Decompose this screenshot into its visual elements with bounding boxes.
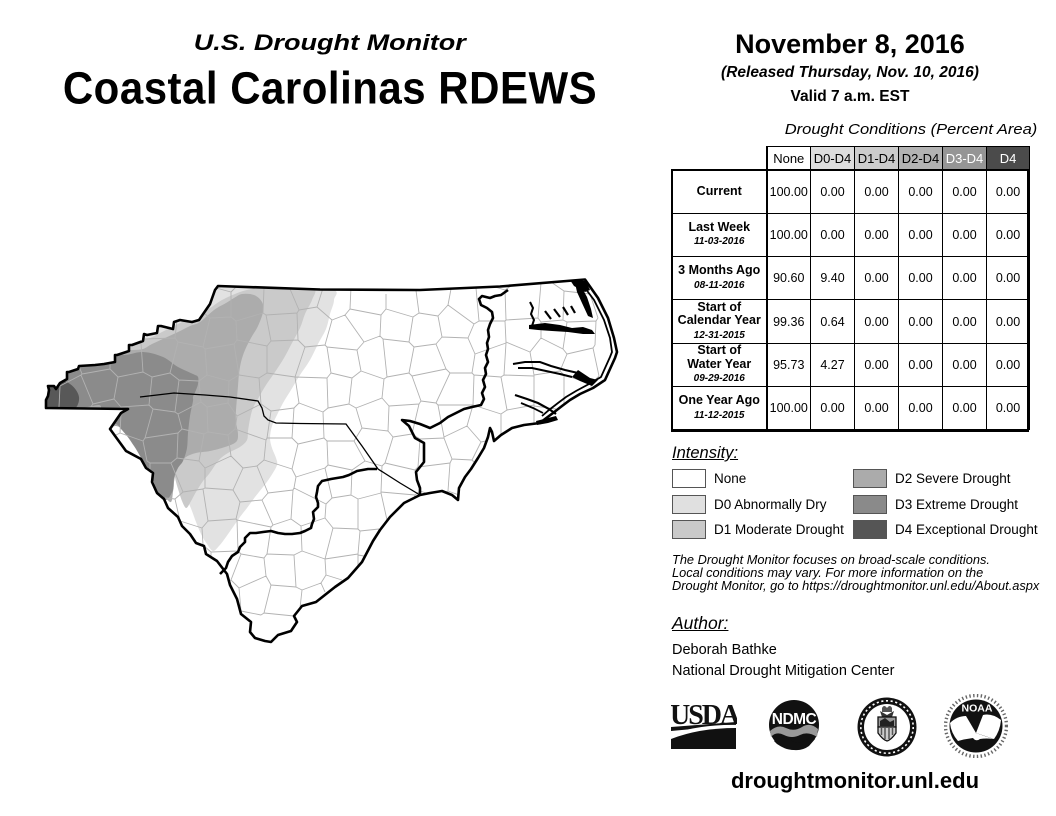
svg-text:NDMC: NDMC [772,711,817,728]
svg-text:NOAA: NOAA [962,703,993,715]
